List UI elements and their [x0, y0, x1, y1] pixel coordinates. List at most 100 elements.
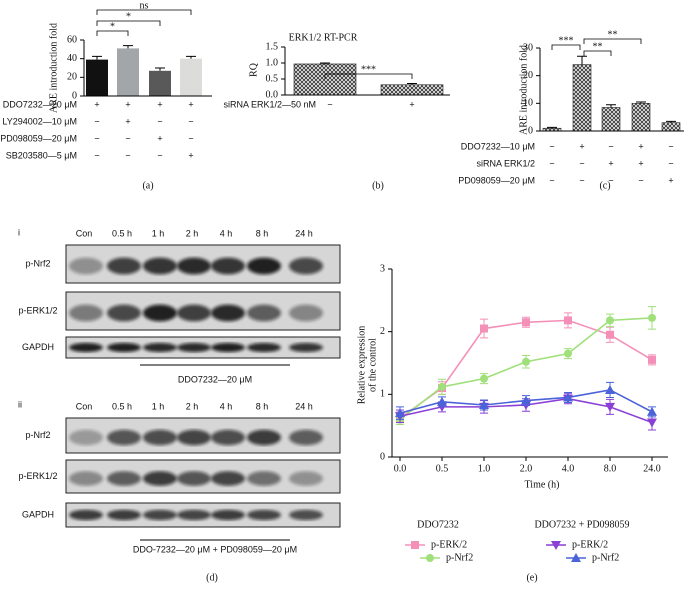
- significance-bracket: [583, 38, 642, 44]
- condition-label: SB203580—5 μM: [6, 150, 77, 160]
- blot-band: [69, 304, 103, 322]
- y-tick-label: 3: [380, 263, 385, 274]
- point: [606, 330, 614, 339]
- point: [522, 318, 530, 327]
- blot-band: [69, 257, 103, 275]
- bar: [661, 122, 681, 132]
- blot-band: [247, 471, 281, 486]
- chart-title: ERK1/2 RT-PCR: [289, 32, 358, 43]
- panel-label: (a): [142, 180, 153, 191]
- panel-label: (e): [526, 572, 537, 583]
- condition-sign: −: [549, 175, 554, 185]
- bar: [149, 70, 171, 96]
- y-tick-label: 2: [380, 326, 385, 337]
- bar: [86, 59, 108, 96]
- y-tick-label: 0.0: [266, 89, 279, 100]
- condition-sign: −: [608, 175, 613, 185]
- lane-label: Con: [76, 401, 93, 411]
- x-tick-label: 24.0: [643, 463, 661, 474]
- condition-sign: −: [327, 99, 332, 109]
- condition-sign: +: [579, 141, 584, 151]
- point: [647, 418, 657, 428]
- condition-sign: −: [608, 141, 613, 151]
- condition-label: LY294002—10 μM: [2, 116, 77, 126]
- legend-label: p-ERK/2: [431, 539, 467, 550]
- lane-label: 0.5 h: [112, 401, 132, 411]
- point: [480, 374, 488, 383]
- significance-bracket: [96, 30, 129, 36]
- y-tick-label: 0: [380, 451, 385, 462]
- x-tick-label: 1.0: [478, 463, 491, 474]
- blot-band: [211, 257, 245, 275]
- blot-band: [69, 342, 103, 353]
- blot-numeral: ii: [18, 399, 22, 409]
- point: [395, 408, 405, 418]
- condition-sign: −: [157, 150, 162, 160]
- blot-band: [247, 304, 281, 322]
- blot-row-label: GAPDH: [22, 342, 54, 352]
- error-bar: [666, 120, 676, 123]
- significance-label: *: [126, 11, 131, 22]
- condition-label: DDO7232—10 μM: [461, 141, 535, 151]
- y-tick-label: 1.5: [266, 41, 279, 52]
- x-tick-label: 8.0: [604, 463, 617, 474]
- condition-sign: −: [125, 133, 130, 143]
- condition-sign: −: [125, 150, 130, 160]
- error-bar: [636, 101, 646, 104]
- y-tick-label: 10: [523, 98, 533, 109]
- blot-band: [211, 304, 245, 322]
- y-axis-label: Relative expression: [356, 326, 367, 405]
- significance-bracket: [96, 9, 192, 15]
- condition-sign: −: [668, 141, 673, 151]
- point: [563, 392, 573, 402]
- blot-band: [177, 509, 211, 521]
- point: [522, 357, 530, 366]
- error-bar: [407, 82, 417, 85]
- significance-bracket: [583, 50, 612, 56]
- y-axis-label: of the control: [367, 338, 378, 392]
- legend-marker: [426, 554, 434, 562]
- bar: [380, 84, 444, 96]
- x-axis-label: Time (h): [525, 479, 560, 490]
- y-tick-label: 30: [523, 42, 533, 53]
- condition-sign: −: [188, 133, 193, 143]
- condition-sign: +: [125, 116, 130, 126]
- bar: [293, 63, 357, 96]
- legend-label: p-Nrf2: [446, 552, 473, 563]
- condition-sign: +: [94, 99, 99, 109]
- y-axis-label: RQ: [248, 62, 259, 77]
- blot-band: [289, 304, 323, 322]
- blot-numeral: i: [18, 227, 20, 237]
- blot-band: [247, 509, 281, 521]
- y-tick-label: 1.0: [266, 57, 279, 68]
- blot-band: [289, 509, 323, 521]
- blot-row-label: p-ERK1/2: [18, 471, 57, 481]
- blot-band: [143, 304, 177, 322]
- blot-row-label: p-Nrf2: [25, 430, 50, 440]
- y-tick-label: 40: [67, 53, 77, 64]
- condition-sign: +: [638, 158, 643, 168]
- condition-sign: +: [409, 99, 414, 109]
- point: [438, 382, 446, 391]
- error-bar: [606, 104, 616, 108]
- point: [606, 316, 614, 325]
- y-axis-label: ARE introduction fold: [518, 45, 529, 135]
- blot-band: [69, 509, 103, 521]
- panel-label: (d): [206, 572, 218, 583]
- lane-label: 8 h: [256, 228, 269, 238]
- condition-sign: −: [668, 158, 673, 168]
- condition-sign: −: [549, 158, 554, 168]
- y-tick-label: 0: [528, 125, 533, 136]
- blot-band: [177, 342, 211, 353]
- error-bar: [577, 55, 587, 65]
- significance-bracket: [324, 73, 413, 79]
- lane-label: 1 h: [152, 401, 165, 411]
- point: [605, 402, 615, 412]
- condition-sign: +: [608, 158, 613, 168]
- x-tick-label: 4.0: [562, 463, 575, 474]
- blot-band: [107, 342, 141, 353]
- condition-sign: +: [157, 133, 162, 143]
- blot-band: [211, 471, 245, 486]
- y-tick-label: 1: [380, 389, 385, 400]
